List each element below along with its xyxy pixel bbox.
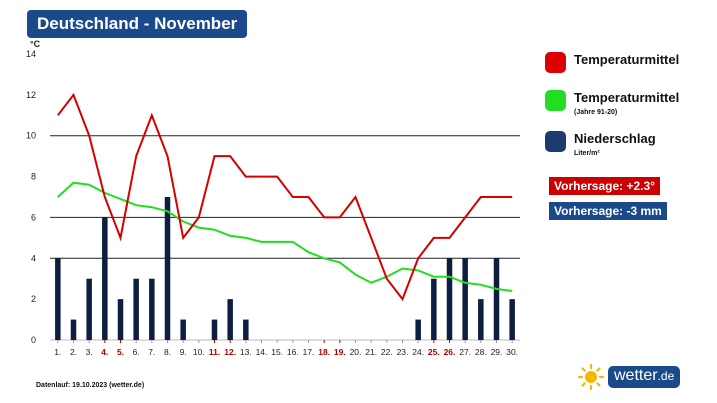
legend-temp-normal: Temperaturmittel (Jahre 91-20) <box>545 90 679 116</box>
precipitation-bar <box>478 299 484 340</box>
x-tick-label: 10. <box>193 347 205 357</box>
x-tick-label: 22. <box>381 347 393 357</box>
legend-rain-label: Niederschlag <box>574 131 656 146</box>
x-tick-label: 18. <box>318 347 330 357</box>
x-tick-label: 16. <box>287 347 299 357</box>
x-tick-label: 27. <box>459 347 471 357</box>
chart-title: Deutschland - November <box>27 10 247 38</box>
x-tick-label: 23. <box>397 347 409 357</box>
legend-temp-swatch <box>545 52 566 73</box>
legend-rain: Niederschlag Liter/m² <box>545 131 656 157</box>
x-tick-label: 12. <box>224 347 236 357</box>
x-tick-label: 4. <box>101 347 108 357</box>
x-tick-label: 6. <box>133 347 140 357</box>
x-tick-label: 11. <box>209 347 220 357</box>
precipitation-bar <box>509 299 515 340</box>
y-tick-label: 6 <box>31 212 36 222</box>
forecast-temp-badge: Vorhersage: +2.3° <box>549 177 660 195</box>
precipitation-bar <box>243 319 249 340</box>
y-tick-label: 0 <box>31 335 36 345</box>
y-tick-label: 2 <box>31 294 36 304</box>
x-tick-label: 3. <box>86 347 93 357</box>
x-tick-label: 13. <box>240 347 252 357</box>
x-tick-label: 30. <box>506 347 518 357</box>
precipitation-bar <box>102 217 108 340</box>
x-tick-label: 8. <box>164 347 171 357</box>
brand-logo: wetter.de <box>578 364 681 390</box>
x-tick-label: 1. <box>54 347 61 357</box>
x-tick-label: 17. <box>303 347 315 357</box>
brand-suffix: .de <box>657 369 675 383</box>
precipitation-bar <box>462 258 468 340</box>
x-tick-label: 20. <box>350 347 362 357</box>
y-axis-unit: °C <box>30 39 41 49</box>
y-tick-label: 4 <box>31 253 36 263</box>
legend-rain-sub: Liter/m² <box>574 150 600 157</box>
x-tick-label: 14. <box>256 347 268 357</box>
x-tick-label: 2. <box>70 347 77 357</box>
precipitation-bar <box>415 319 421 340</box>
y-tick-label: 12 <box>26 90 36 100</box>
brand-wordmark: wetter.de <box>608 366 681 388</box>
y-tick-label: 8 <box>31 172 36 182</box>
legend-temp-normal-sub: (Jahre 91-20) <box>574 109 618 116</box>
normal-temperature-line <box>57 181 513 292</box>
precipitation-bar <box>180 319 186 340</box>
forecast-rain-badge: Vorhersage: -3 mm <box>549 202 667 220</box>
footer-data-run: Datenlauf: 19.10.2023 (wetter.de) <box>36 382 145 389</box>
precipitation-bar <box>117 299 124 340</box>
legend-rain-swatch <box>545 131 566 152</box>
x-tick-label: 25. <box>428 347 440 357</box>
y-tick-label: 10 <box>26 131 36 141</box>
legend-temp-normal-swatch <box>545 90 566 111</box>
precipitation-bar <box>164 197 171 340</box>
precipitation-bar <box>70 319 77 340</box>
precipitation-bar <box>149 278 155 340</box>
x-tick-label: 9. <box>180 347 187 357</box>
brand-name: wetter <box>614 367 658 384</box>
y-tick-label: 14 <box>26 49 36 59</box>
x-tick-label: 24. <box>412 347 424 357</box>
x-tick-label: 21. <box>365 347 377 357</box>
precipitation-bar <box>133 278 139 340</box>
precipitation-bar <box>227 299 233 340</box>
temperature-line <box>57 92 513 302</box>
x-tick-label: 7. <box>148 347 155 357</box>
x-tick-label: 15. <box>271 347 283 357</box>
sun-icon <box>578 364 604 390</box>
x-tick-label: 29. <box>491 347 503 357</box>
x-tick-label: 26. <box>444 347 456 357</box>
precipitation-bar <box>493 258 500 340</box>
x-tick-label: 28. <box>475 347 487 357</box>
legend-temp-normal-label: Temperaturmittel <box>574 90 680 105</box>
x-tick-label: 5. <box>117 347 124 357</box>
precipitation-bar <box>211 319 218 340</box>
precipitation-bar <box>446 258 453 340</box>
x-tick-label: 19. <box>334 347 346 357</box>
legend-temp-label: Temperaturmittel <box>574 52 680 67</box>
precipitation-bar <box>86 278 92 340</box>
precipitation-bar <box>55 258 61 340</box>
legend-temp: Temperaturmittel <box>545 52 679 73</box>
precipitation-bar <box>431 278 437 340</box>
